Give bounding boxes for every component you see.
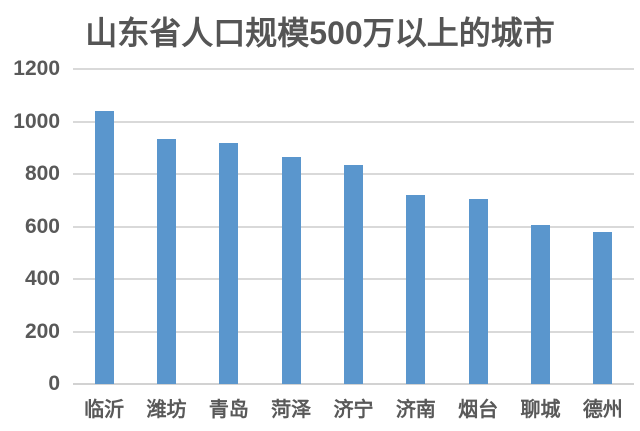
x-category-label-烟台: 烟台 bbox=[458, 399, 499, 421]
y-tick-label-400: 400 bbox=[24, 267, 60, 290]
bar-临沂 bbox=[94, 111, 114, 384]
bar-济南 bbox=[406, 195, 426, 384]
gridline-y-1200 bbox=[73, 68, 634, 70]
x-category-label-济宁: 济宁 bbox=[333, 399, 374, 421]
bar-潍坊 bbox=[157, 138, 176, 384]
x-category-label-济南: 济南 bbox=[395, 399, 436, 421]
y-tick-label-800: 800 bbox=[24, 162, 60, 185]
plot-area bbox=[73, 68, 634, 385]
x-category-label-青岛: 青岛 bbox=[208, 399, 249, 421]
y-tick-label-200: 200 bbox=[24, 319, 60, 343]
gridline-y-1000 bbox=[73, 120, 634, 123]
bar-烟台 bbox=[468, 198, 488, 384]
chart-title: 山东省人口规模500万以上的城市 bbox=[85, 15, 555, 51]
x-category-label-德州: 德州 bbox=[582, 399, 623, 421]
bar-聊城 bbox=[531, 225, 550, 384]
bar-菏泽 bbox=[281, 156, 301, 384]
y-tick-label-600: 600 bbox=[24, 214, 60, 238]
y-tick-label-0: 0 bbox=[48, 372, 60, 395]
x-category-label-临沂: 临沂 bbox=[84, 399, 125, 421]
bar-德州 bbox=[593, 231, 613, 384]
x-category-label-聊城: 聊城 bbox=[520, 399, 561, 421]
x-category-label-菏泽: 菏泽 bbox=[271, 399, 312, 421]
x-category-label-潍坊: 潍坊 bbox=[146, 399, 187, 421]
y-tick-label-1000: 1000 bbox=[13, 109, 60, 133]
x-axis-line bbox=[73, 383, 634, 385]
y-tick-label-1200: 1200 bbox=[13, 57, 60, 80]
bar-青岛 bbox=[219, 142, 239, 384]
bar-济宁 bbox=[344, 164, 363, 384]
